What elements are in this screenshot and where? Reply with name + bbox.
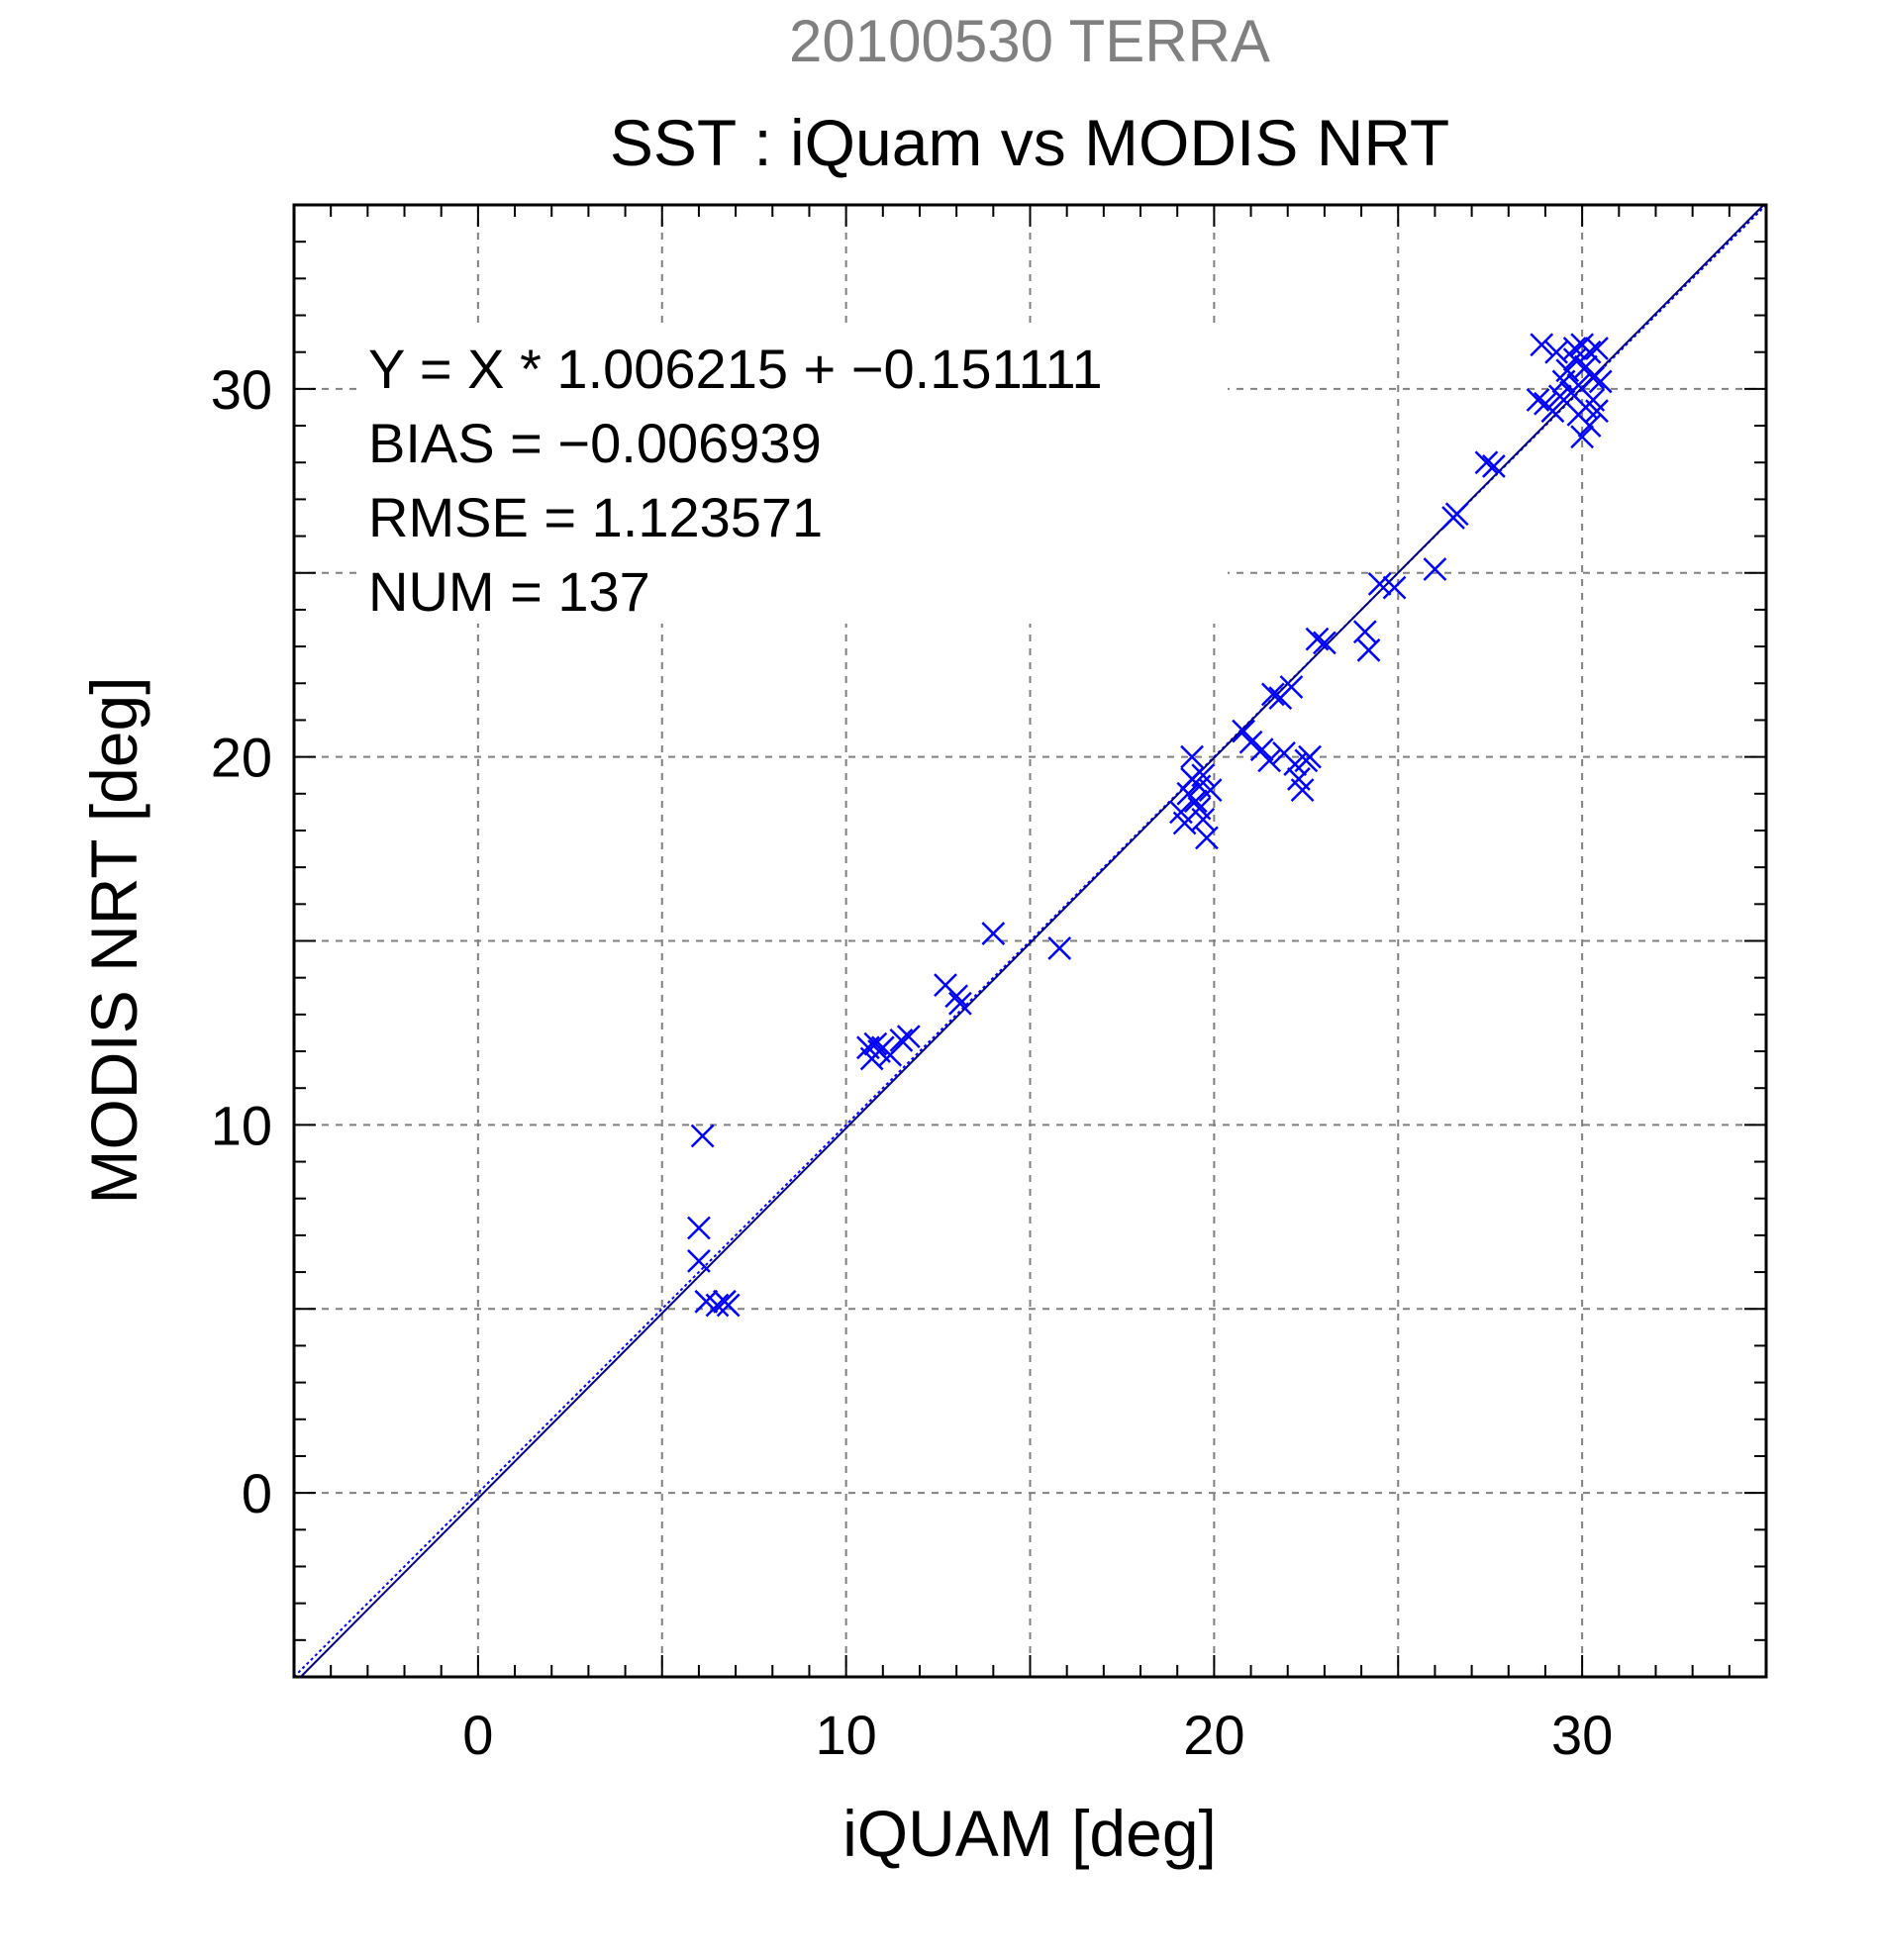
data-point [947, 991, 972, 1016]
annotation-bias: BIAS = −0.006939 [368, 412, 822, 474]
x-tick-label: 10 [815, 1704, 876, 1766]
data-point [1195, 826, 1219, 850]
data-point [981, 922, 1006, 945]
data-point [1198, 778, 1223, 802]
data-point [690, 1124, 715, 1148]
data-point [1191, 807, 1216, 832]
data-point [944, 984, 969, 1009]
y-tick-label: 0 [242, 1462, 272, 1524]
data-point [1585, 399, 1609, 424]
plot-frame [292, 203, 1768, 1679]
y-tick-label: 10 [211, 1094, 272, 1156]
data-point [1577, 340, 1602, 364]
data-point [863, 1031, 888, 1056]
data-point [896, 1025, 921, 1049]
data-point [1232, 719, 1255, 743]
stats-annotation: Y = X * 1.006215 + −0.151111 BIAS = −0.0… [356, 327, 1228, 624]
data-point [1581, 365, 1606, 390]
y-tick-label: 20 [211, 727, 272, 789]
data-point [1180, 744, 1204, 769]
annotation-fit-equation: Y = X * 1.006215 + −0.151111 [368, 338, 1103, 400]
chart-title: SST : iQuam vs MODIS NRT [610, 106, 1449, 179]
data-points [687, 333, 1613, 1318]
x-tick-label: 30 [1551, 1704, 1613, 1766]
data-point [1588, 369, 1613, 394]
data-point [1544, 340, 1568, 364]
data-point [1474, 450, 1499, 475]
tick-labels: 0 10 20 30 0 10 20 30 [211, 358, 1614, 1766]
data-point [1423, 557, 1447, 581]
data-point [1260, 682, 1285, 707]
data-point [1313, 631, 1336, 655]
data-point [1352, 620, 1377, 644]
data-point [1305, 627, 1330, 651]
data-point [1249, 737, 1274, 762]
y-axis-label: MODIS NRT [deg] [77, 676, 150, 1204]
data-point [1562, 337, 1587, 360]
data-point [1356, 637, 1381, 662]
data-point [1183, 789, 1208, 814]
chart-supertitle: 20100530 TERRA [789, 8, 1270, 74]
data-point [687, 1216, 711, 1240]
data-point [878, 1042, 903, 1067]
data-point [1555, 358, 1580, 383]
regression-line [300, 204, 1765, 1678]
data-point [1526, 388, 1550, 412]
data-point [1238, 730, 1263, 754]
data-point [1279, 675, 1304, 699]
annotation-num: NUM = 137 [368, 560, 650, 623]
x-tick-label: 20 [1183, 1704, 1244, 1766]
data-point [1562, 347, 1587, 372]
data-point [1367, 572, 1392, 596]
data-point [1540, 399, 1565, 424]
data-point [705, 1293, 730, 1318]
x-tick-label: 0 [462, 1704, 493, 1766]
data-point [1257, 748, 1282, 773]
data-point [1298, 744, 1322, 769]
data-point [1530, 333, 1554, 357]
y-tick-label: 30 [211, 358, 272, 421]
data-point [889, 1028, 914, 1052]
data-point [687, 1249, 711, 1273]
data-point [1290, 778, 1315, 802]
data-point [1047, 936, 1072, 960]
x-axis-label: iQUAM [deg] [842, 1797, 1217, 1870]
data-point [1191, 763, 1216, 788]
data-point [1577, 414, 1602, 438]
data-point [1382, 575, 1407, 600]
data-point [1570, 425, 1595, 449]
reference-lines [293, 204, 1767, 1678]
data-point [1585, 337, 1609, 360]
annotation-background [356, 327, 1228, 624]
data-point [1444, 502, 1469, 527]
data-point [1482, 454, 1506, 478]
annotation-rmse: RMSE = 1.123571 [368, 486, 823, 548]
data-point [716, 1293, 741, 1318]
